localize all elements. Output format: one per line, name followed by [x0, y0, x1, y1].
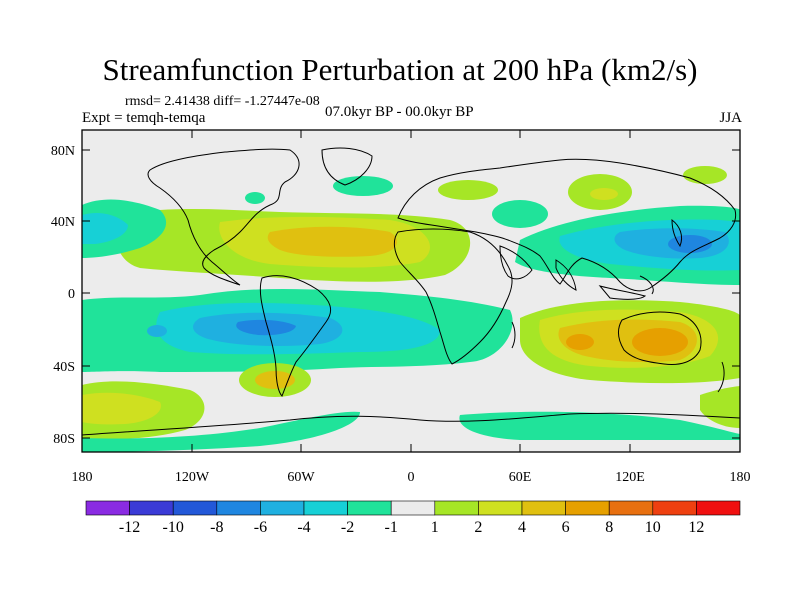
colorbar-label: 12 [688, 519, 704, 536]
experiment-label: Expt = temqh-temqa [82, 110, 206, 126]
lat-label-80s: 80S [53, 432, 75, 447]
lat-label-0: 0 [68, 287, 75, 302]
contour-neg-core-south-3 [236, 319, 296, 336]
colorbar-swatch [172, 500, 218, 516]
colorbar-label: 4 [518, 519, 526, 536]
colorbar-label: -6 [254, 519, 267, 536]
colorbar-swatch [521, 500, 566, 516]
colorbar-label: -4 [297, 519, 310, 536]
colorbar-swatch [696, 500, 741, 516]
lat-label-80n: 80N [51, 144, 75, 159]
colorbar-label: 1 [431, 519, 439, 536]
lon-label-180w: 180 [72, 470, 93, 485]
colorbar-swatch [260, 500, 305, 516]
contour-field [82, 147, 740, 452]
colorbar [85, 500, 741, 516]
lon-label-60e: 60E [509, 470, 532, 485]
colorbar-swatch [652, 500, 697, 516]
lon-axis [81, 130, 741, 452]
lat-axis [82, 149, 740, 439]
contour-neg-small-south [147, 325, 167, 337]
lon-label-120w: 120W [175, 470, 210, 485]
colorbar-swatch [608, 500, 654, 516]
contour-pos-south-america-core [255, 371, 295, 389]
colorbar-labels: -12 -10 -8 -6 -4 -2 -1 1 2 4 6 8 10 12 [119, 519, 704, 536]
lat-labels: 80N 40N 0 40S 80S [51, 144, 75, 447]
coastlines [82, 147, 740, 436]
colorbar-label: -8 [210, 519, 223, 536]
lat-label-40n: 40N [51, 215, 75, 230]
stats-label: rmsd= 2.41438 diff= -1.27447e-08 [125, 94, 320, 109]
colorbar-swatch [434, 500, 479, 516]
contour-neg-north-pacific-west-core [82, 213, 128, 244]
contour-neg-asia-core [668, 235, 712, 253]
colorbar-label: -1 [385, 519, 398, 536]
contour-neg-southern-strip [82, 411, 360, 452]
contour-neg-southern-ocean-east [459, 411, 740, 440]
colorbar-swatch [478, 500, 523, 516]
colorbar-swatch [347, 500, 392, 516]
colorbar-label: 10 [645, 519, 661, 536]
contour-pos-australia-core [632, 328, 688, 356]
colorbar-swatch [216, 500, 261, 516]
contour-pos-indian-ocean-core [566, 334, 594, 350]
lon-label-0: 0 [408, 470, 415, 485]
contour-pos-southwest-core [82, 392, 161, 425]
colorbar-swatch [129, 500, 174, 516]
lon-label-120e: 120E [615, 470, 645, 485]
colorbar-label: -12 [119, 519, 140, 536]
season-label: JJA [719, 110, 742, 126]
contour-neg-north-america [245, 192, 265, 204]
lon-label-180e: 180 [730, 470, 751, 485]
lon-label-60w: 60W [287, 470, 315, 485]
chart-title: Streamfunction Perturbation at 200 hPa (… [102, 52, 698, 87]
contour-neg-mediterranean [492, 200, 548, 228]
contour-pos-siberia-core [590, 188, 618, 200]
colorbar-label: 6 [562, 519, 570, 536]
colorbar-label: -10 [163, 519, 184, 536]
colorbar-label: -2 [341, 519, 354, 536]
colorbar-label: 8 [605, 519, 613, 536]
lat-label-40s: 40S [53, 360, 75, 375]
contour-pos-far-east [683, 166, 727, 184]
colorbar-label: 2 [474, 519, 482, 536]
colorbar-swatch [390, 500, 436, 516]
lon-labels: 180 120W 60W 0 60E 120E 180 [72, 470, 751, 485]
contour-pos-atlantic-3 [267, 226, 398, 257]
contour-neg-north-atlantic [333, 176, 393, 196]
period-label: 07.0kyr BP - 00.0kyr BP [325, 104, 474, 120]
contour-pos-europe [438, 180, 498, 200]
colorbar-swatch [303, 500, 348, 516]
colorbar-swatch [565, 500, 610, 516]
colorbar-swatch [85, 500, 130, 516]
